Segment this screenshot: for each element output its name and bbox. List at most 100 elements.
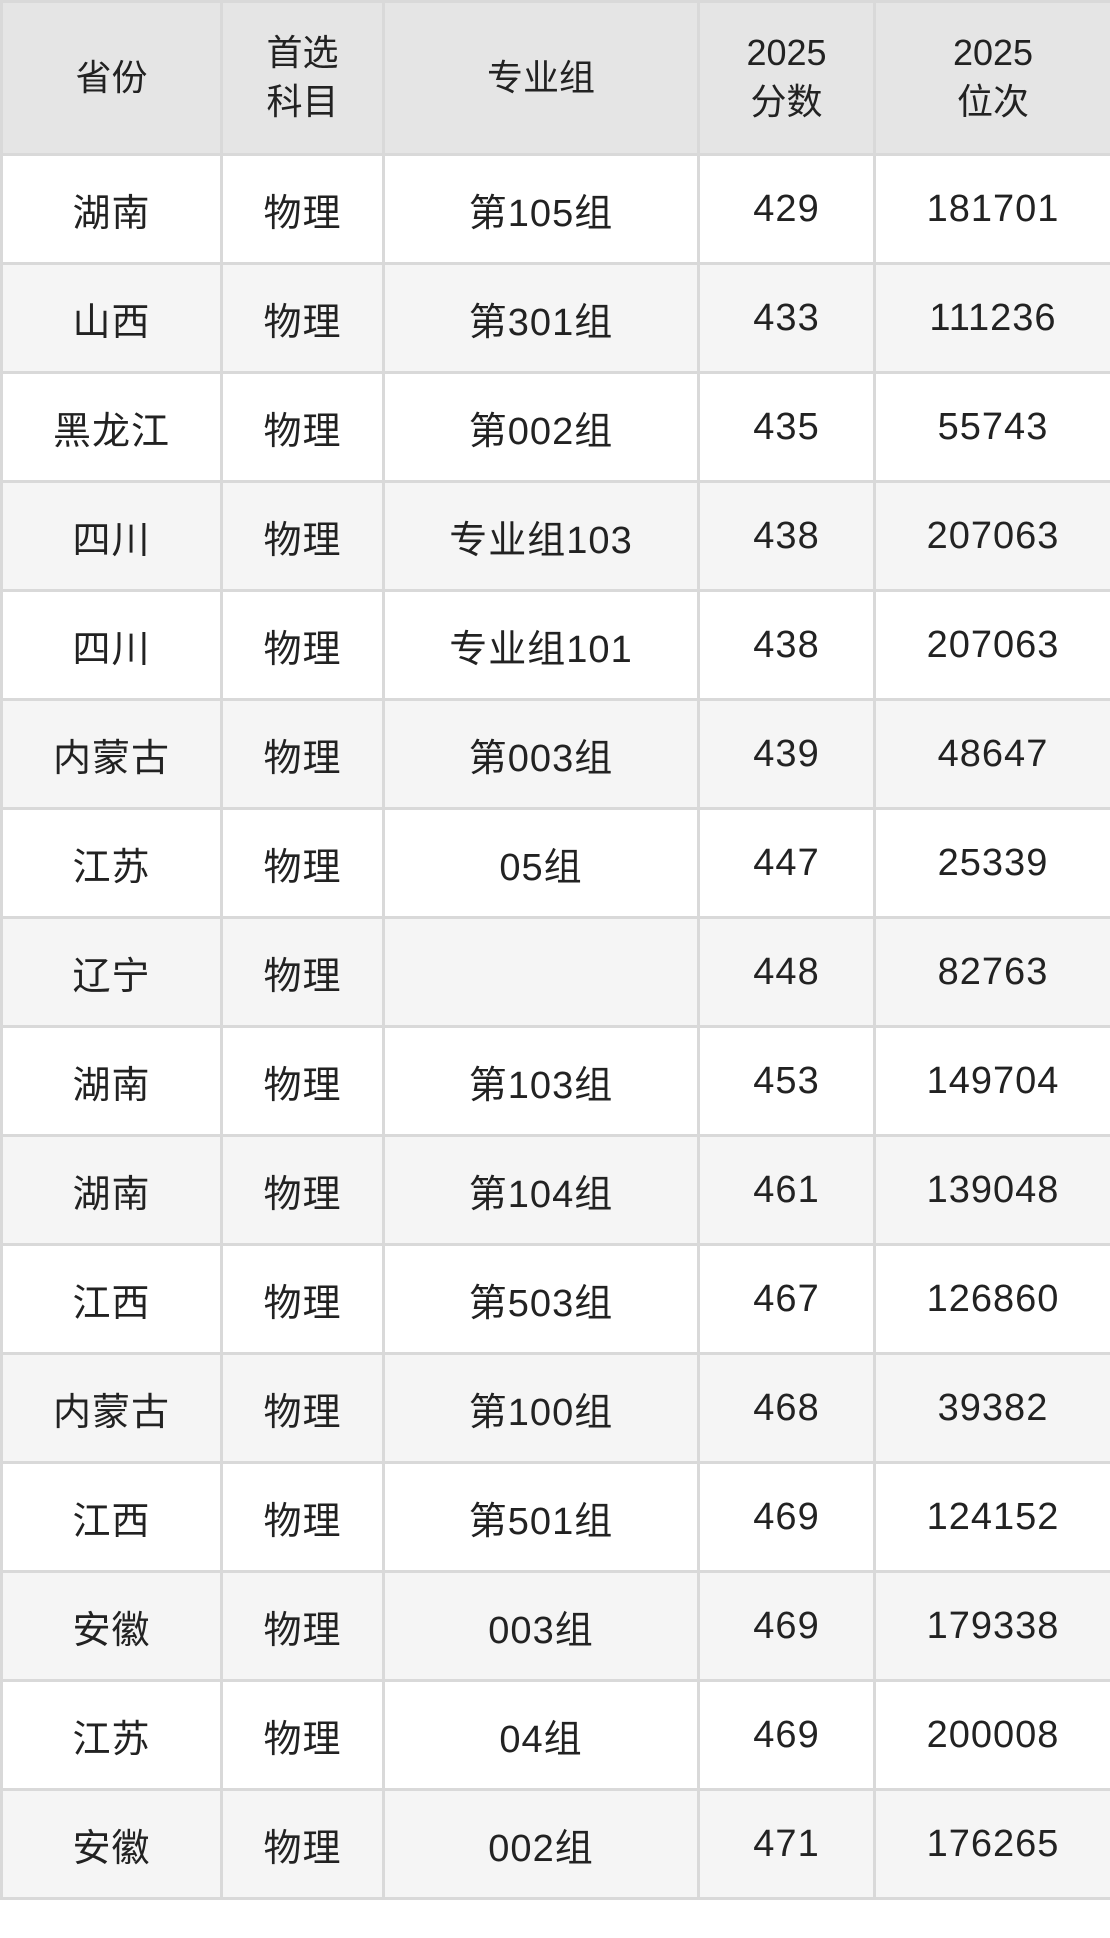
cell-rank: 48647 [873, 698, 1110, 810]
cell-group: 第100组 [382, 1352, 700, 1464]
cell-rank: 25339 [873, 807, 1110, 919]
cell-score: 453 [697, 1025, 876, 1137]
cell-score: 439 [697, 698, 876, 810]
cell-group [382, 916, 700, 1028]
cell-score: 469 [697, 1570, 876, 1682]
cell-province: 内蒙古 [0, 1352, 223, 1464]
cell-rank: 39382 [873, 1352, 1110, 1464]
cell-group: 05组 [382, 807, 700, 919]
cell-rank: 82763 [873, 916, 1110, 1028]
cell-score: 435 [697, 371, 876, 483]
cell-group: 002组 [382, 1788, 700, 1900]
table-body: 湖南 物理 第105组 429 181701 山西 物理 第301组 433 111236 黑龙江物… [0, 153, 1110, 1900]
cell-rank: 55743 [873, 371, 1110, 483]
table-row: 四川 物理 专业组101 438 207063 [0, 589, 1110, 701]
cell-score: 471 [697, 1788, 876, 1900]
cell-group: 003组 [382, 1570, 700, 1682]
cell-province: 山西 [0, 262, 223, 374]
cell-province: 江苏 [0, 1679, 223, 1791]
cell-subject: 物理 [220, 698, 385, 810]
cell-rank: 181701 [873, 153, 1110, 265]
cell-province: 湖南 [0, 1134, 223, 1246]
cell-score: 438 [697, 480, 876, 592]
cell-subject: 物理 [220, 1788, 385, 1900]
table-row: 安徽 物理 003组 469 179338 [0, 1570, 1110, 1682]
cell-province: 江西 [0, 1461, 223, 1573]
cell-score: 467 [697, 1243, 876, 1355]
cell-group: 第105组 [382, 153, 700, 265]
cell-subject: 物理 [220, 480, 385, 592]
cell-province: 安徽 [0, 1788, 223, 1900]
table-row: 江苏 物理 04组 469 200008 [0, 1679, 1110, 1791]
table-row: 江西 物理 第503组 467 126860 [0, 1243, 1110, 1355]
cell-score: 433 [697, 262, 876, 374]
cell-rank: 176265 [873, 1788, 1110, 1900]
column-header-province: 省份 [0, 0, 223, 156]
table-header-row: 省份 首选 科目 专业组 2025 分数 2025 位次 [0, 0, 1110, 156]
table-row: 安徽 物理 002组 471 176265 [0, 1788, 1110, 1900]
cell-score: 429 [697, 153, 876, 265]
cell-score: 469 [697, 1679, 876, 1791]
cell-province: 安徽 [0, 1570, 223, 1682]
cell-group: 第501组 [382, 1461, 700, 1573]
cell-group: 第003组 [382, 698, 700, 810]
cell-group: 第104组 [382, 1134, 700, 1246]
table-row: 湖南 物理 第104组 461 139048 [0, 1134, 1110, 1246]
cell-group: 第503组 [382, 1243, 700, 1355]
cell-score: 468 [697, 1352, 876, 1464]
cell-province: 江苏 [0, 807, 223, 919]
cell-rank: 126860 [873, 1243, 1110, 1355]
cell-province: 湖南 [0, 153, 223, 265]
cell-group: 专业组103 [382, 480, 700, 592]
cell-subject: 物理 [220, 371, 385, 483]
cell-province: 辽宁 [0, 916, 223, 1028]
cell-province: 江西 [0, 1243, 223, 1355]
cell-rank: 149704 [873, 1025, 1110, 1137]
cell-group: 第103组 [382, 1025, 700, 1137]
cell-score: 438 [697, 589, 876, 701]
cell-subject: 物理 [220, 1243, 385, 1355]
cell-subject: 物理 [220, 1352, 385, 1464]
table-row: 黑龙江 物理 第002组 435 55743 [0, 371, 1110, 483]
cell-subject: 物理 [220, 1134, 385, 1246]
cell-rank: 124152 [873, 1461, 1110, 1573]
table-row: 山西 物理 第301组 433 111236 [0, 262, 1110, 374]
cell-group: 第301组 [382, 262, 700, 374]
cell-rank: 200008 [873, 1679, 1110, 1791]
table-row: 湖南 物理 第105组 429 181701 [0, 153, 1110, 265]
cell-rank: 111236 [873, 262, 1110, 374]
table-row: 内蒙古 物理 第003组 439 48647 [0, 698, 1110, 810]
cell-subject: 物理 [220, 1461, 385, 1573]
cell-score: 469 [697, 1461, 876, 1573]
column-header-score-2025: 2025 分数 [697, 0, 876, 156]
cell-rank: 139048 [873, 1134, 1110, 1246]
column-header-rank-2025: 2025 位次 [873, 0, 1110, 156]
cell-subject: 物理 [220, 262, 385, 374]
cell-province: 四川 [0, 480, 223, 592]
table-row: 四川 物理 专业组103 438 207063 [0, 480, 1110, 592]
cell-score: 461 [697, 1134, 876, 1246]
table-row: 江西 物理 第501组 469 124152 [0, 1461, 1110, 1573]
cell-province: 黑龙江 [0, 371, 223, 483]
cell-score: 448 [697, 916, 876, 1028]
cell-province: 内蒙古 [0, 698, 223, 810]
cell-group: 04组 [382, 1679, 700, 1791]
cell-rank: 179338 [873, 1570, 1110, 1682]
cell-subject: 物理 [220, 1570, 385, 1682]
column-header-group: 专业组 [382, 0, 700, 156]
cell-subject: 物理 [220, 1679, 385, 1791]
cell-group: 专业组101 [382, 589, 700, 701]
cell-subject: 物理 [220, 153, 385, 265]
cell-group: 第002组 [382, 371, 700, 483]
column-header-subject: 首选 科目 [220, 0, 385, 156]
cell-rank: 207063 [873, 589, 1110, 701]
cell-score: 447 [697, 807, 876, 919]
table-row: 江苏 物理 05组 447 25339 [0, 807, 1110, 919]
cell-province: 四川 [0, 589, 223, 701]
table-row: 湖南 物理 第103组 453 149704 [0, 1025, 1110, 1137]
cell-subject: 物理 [220, 916, 385, 1028]
cell-subject: 物理 [220, 1025, 385, 1137]
table-row: 内蒙古 物理 第100组 468 39382 [0, 1352, 1110, 1464]
